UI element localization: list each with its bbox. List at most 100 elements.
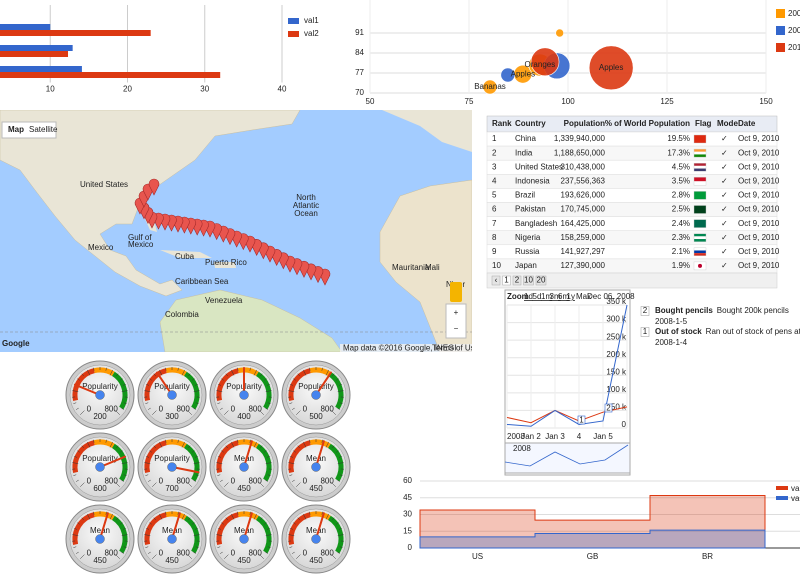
gauge-hub <box>239 534 249 544</box>
legend-swatch <box>288 18 299 24</box>
gauge-value: 500 <box>309 412 323 421</box>
gauge-tick <box>159 441 163 448</box>
zoom-control <box>445 303 467 339</box>
page-button[interactable] <box>523 275 534 286</box>
x-tick-label: 150 <box>759 97 773 106</box>
cuba-island <box>160 250 212 258</box>
gauge-tick <box>218 456 221 458</box>
gauge-tick <box>260 373 263 377</box>
gauge-band <box>183 371 200 410</box>
page-label[interactable]: 10 <box>524 276 533 285</box>
annotation-title: Bought pencils <box>655 306 713 315</box>
gauge-tick <box>291 551 295 554</box>
x-tick-label: 40 <box>278 85 287 94</box>
page-button[interactable] <box>512 275 522 286</box>
gauge-tick <box>265 407 269 410</box>
gauge-band <box>72 512 95 545</box>
column-header: Country <box>515 119 546 128</box>
table-cell: 1,188,650,000 <box>554 148 606 157</box>
gauge-tick <box>121 390 128 392</box>
gauge-value: 450 <box>309 484 323 493</box>
zoom-link[interactable]: 5d <box>533 292 542 301</box>
legend-label: va <box>791 484 800 493</box>
street-view[interactable] <box>450 282 462 302</box>
gauge-label: Popularity <box>82 454 118 463</box>
gauge-tick <box>109 369 113 376</box>
legend-label: 201 <box>788 43 800 52</box>
gauge-tick <box>339 384 342 386</box>
zoom-in[interactable]: + <box>454 308 459 317</box>
x-tick-label: 30 <box>200 85 209 94</box>
gauge-tick <box>153 373 156 377</box>
gauge-tick <box>325 441 329 448</box>
bar <box>0 45 73 51</box>
flag <box>694 154 706 158</box>
annotation-date: 2008-1-4 <box>655 338 688 347</box>
table-cell: Oct 9, 2010 <box>738 191 780 200</box>
zoom-out[interactable]: − <box>454 324 459 333</box>
gauge-tick <box>152 554 157 559</box>
page-label[interactable]: 20 <box>537 276 546 285</box>
page-label[interactable]: 2 <box>515 276 520 285</box>
place-label: Colombia <box>165 310 199 319</box>
page-button[interactable] <box>491 275 501 286</box>
legend-label: 200 <box>788 26 800 35</box>
gauge-tick <box>153 445 156 449</box>
column-header: % of World Population <box>605 119 690 128</box>
gauge-value: 450 <box>237 556 251 565</box>
x-tick-label: 100 <box>561 97 575 106</box>
flag-border <box>693 247 707 257</box>
place-label: Gulf of <box>128 233 152 242</box>
north-america <box>0 110 301 297</box>
gauge-tick <box>121 479 125 482</box>
zoom-link[interactable]: 1y <box>567 292 575 301</box>
gauge-tick <box>188 373 191 377</box>
gauge-tick <box>296 410 301 415</box>
table-cell: ✓ <box>721 148 728 157</box>
terms-link[interactable]: Terms of Use <box>432 344 480 353</box>
table-cell: 6 <box>492 205 497 214</box>
gauge-tick <box>290 528 293 530</box>
annotation-flag: 1 <box>643 327 648 336</box>
page-button[interactable] <box>502 275 511 286</box>
gauge-tick <box>80 554 85 559</box>
zoom-link[interactable]: 6m <box>558 292 569 301</box>
gauge-tick <box>195 546 199 548</box>
gauge-band <box>111 515 128 554</box>
bubble-label: Oranges <box>525 60 556 69</box>
gauge-tick <box>267 402 271 404</box>
gauge-label: Mean <box>306 526 326 535</box>
gauge-tick <box>339 402 343 404</box>
y-tick-label: 77 <box>355 68 364 77</box>
bar <box>0 30 151 36</box>
gauge-tick <box>296 554 301 559</box>
zoom-link[interactable]: 1m <box>541 292 552 301</box>
gauge-tick <box>115 482 120 487</box>
gauge-min: 0 <box>303 404 308 413</box>
gauge-tick <box>216 534 223 536</box>
map-button[interactable]: Map <box>8 125 24 134</box>
gauge-max: 800 <box>320 404 334 413</box>
gauge-tick <box>219 479 223 482</box>
date-range: Dec 06, 2008 <box>587 292 635 301</box>
zoom-link[interactable]: 1d <box>524 292 533 301</box>
table-cell: Russia <box>515 247 540 256</box>
page-label[interactable]: 1 <box>504 276 509 285</box>
page-label[interactable]: ‹ <box>495 276 498 285</box>
gauge-tick <box>177 439 179 443</box>
page-button[interactable] <box>535 275 547 286</box>
gauge-min: 0 <box>231 476 236 485</box>
gauge-tick <box>291 407 295 410</box>
satellite-button[interactable]: Satellite <box>29 125 58 134</box>
gauge-tick <box>81 373 84 377</box>
gauge-tick <box>195 456 198 458</box>
table-cell: China <box>515 134 536 143</box>
place-label: Mali <box>425 263 440 272</box>
gauge-tick <box>116 517 119 521</box>
gauge-hub <box>311 462 321 472</box>
table-cell: 10 <box>492 261 501 270</box>
zoom-link[interactable]: 3m <box>550 292 561 301</box>
gauge-tick <box>288 462 295 464</box>
gauge-tick <box>123 528 126 530</box>
zoom-range[interactable]: Max <box>576 292 591 301</box>
